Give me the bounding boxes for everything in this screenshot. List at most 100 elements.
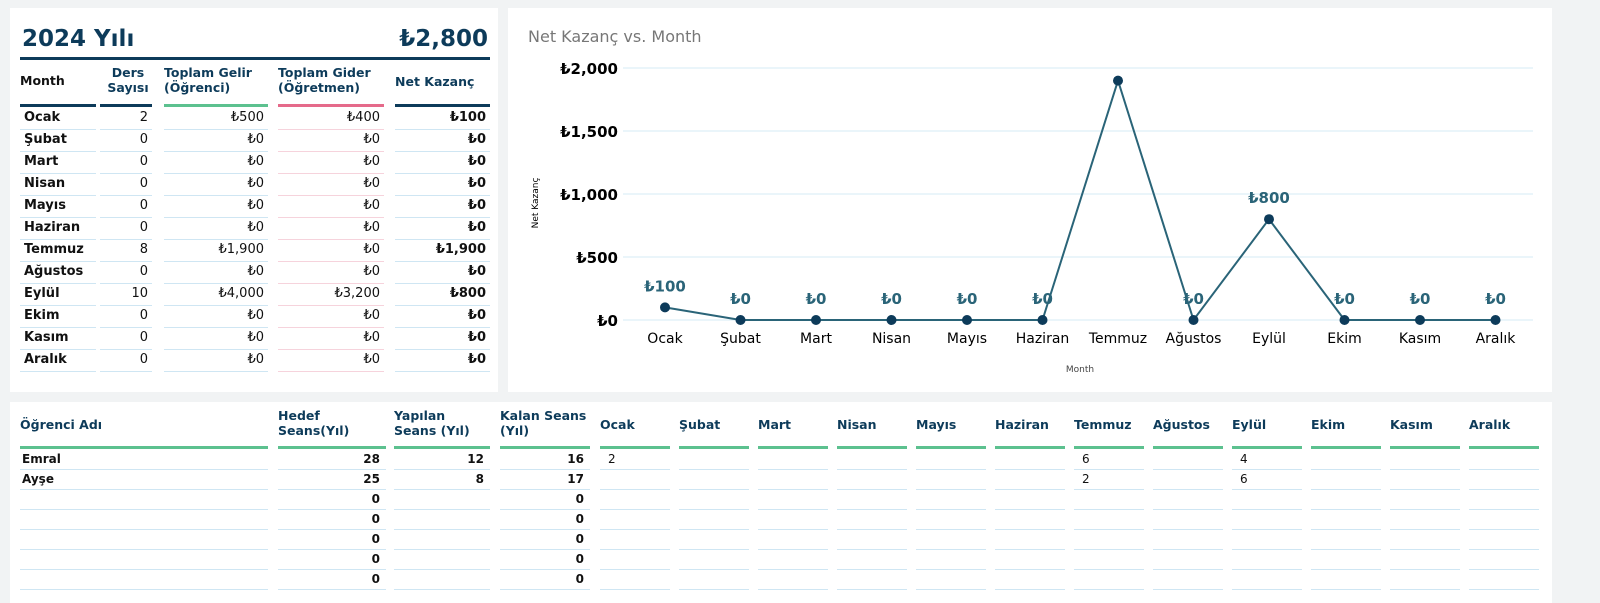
row-divider xyxy=(20,151,96,152)
summary-cell: 8 xyxy=(139,242,148,257)
row-divider xyxy=(758,509,828,510)
row-divider xyxy=(600,569,670,570)
summary-cell: Kasım xyxy=(24,330,69,345)
header-underline xyxy=(1469,446,1539,449)
row-divider xyxy=(20,489,268,490)
data-label: ₺0 xyxy=(730,290,751,308)
y-tick-label: ₺500 xyxy=(576,249,618,267)
student-cell: Emral xyxy=(22,452,61,466)
summary-cell: ₺0 xyxy=(247,308,264,323)
student-header-1: Hedef Seans(Yıl) xyxy=(278,408,350,438)
row-divider xyxy=(395,349,490,350)
student-cell: 0 xyxy=(371,572,380,586)
summary-cell: ₺0 xyxy=(363,198,380,213)
y-axis-label: Net Kazanç xyxy=(531,178,541,229)
row-divider xyxy=(758,589,828,590)
row-divider xyxy=(100,349,152,350)
row-divider xyxy=(600,549,670,550)
row-divider xyxy=(1074,469,1144,470)
student-header-6: Mart xyxy=(758,417,792,432)
summary-cell: ₺800 xyxy=(449,286,486,301)
data-label: ₺0 xyxy=(1032,290,1053,308)
row-divider xyxy=(837,569,907,570)
summary-cell: 0 xyxy=(139,198,148,213)
student-header-9: Haziran xyxy=(995,417,1049,432)
student-cell: 0 xyxy=(371,492,380,506)
row-divider xyxy=(1311,469,1381,470)
row-divider xyxy=(1232,549,1302,550)
summary-cell: 0 xyxy=(139,176,148,191)
summary-cell: ₺0 xyxy=(363,264,380,279)
student-cell: 0 xyxy=(575,512,584,526)
y-tick-label: ₺0 xyxy=(597,312,618,330)
row-divider xyxy=(278,261,384,262)
summary-cell: ₺0 xyxy=(467,352,486,367)
row-divider xyxy=(1469,529,1539,530)
header-underline xyxy=(837,446,907,449)
row-divider xyxy=(394,489,490,490)
y-tick-label: ₺2,000 xyxy=(560,60,618,78)
row-divider xyxy=(395,283,490,284)
data-point xyxy=(660,302,670,313)
row-divider xyxy=(679,469,749,470)
row-divider xyxy=(278,327,384,328)
row-divider xyxy=(916,549,986,550)
row-divider xyxy=(1469,509,1539,510)
row-divider xyxy=(100,327,152,328)
data-label: ₺0 xyxy=(881,290,902,308)
student-header-7: Nisan xyxy=(837,417,877,432)
row-divider xyxy=(395,327,490,328)
summary-cell: ₺4,000 xyxy=(218,286,265,301)
header-0: Month xyxy=(20,73,65,88)
row-divider xyxy=(395,217,490,218)
summary-cell: ₺0 xyxy=(363,154,380,169)
summary-cell: ₺0 xyxy=(467,132,486,147)
summary-cell: ₺0 xyxy=(467,154,486,169)
row-divider xyxy=(679,569,749,570)
year-title: 2024 Yılı xyxy=(22,26,135,52)
row-divider xyxy=(995,509,1065,510)
row-divider xyxy=(1311,569,1381,570)
row-divider xyxy=(164,261,268,262)
data-label: ₺0 xyxy=(957,290,978,308)
data-label: ₺0 xyxy=(1183,290,1204,308)
row-divider xyxy=(600,589,670,590)
header-underline xyxy=(758,446,828,449)
y-tick-label: ₺1,500 xyxy=(560,123,618,141)
header-underline xyxy=(395,104,490,107)
summary-cell: Temmuz xyxy=(24,242,84,257)
row-divider xyxy=(20,589,268,590)
row-divider xyxy=(916,569,986,570)
data-label: ₺0 xyxy=(1485,290,1506,308)
row-divider xyxy=(679,509,749,510)
row-divider xyxy=(1311,529,1381,530)
row-divider xyxy=(100,217,152,218)
summary-cell: 2 xyxy=(139,110,148,125)
row-divider xyxy=(278,371,384,372)
row-divider xyxy=(1153,569,1223,570)
data-label: ₺0 xyxy=(1334,290,1355,308)
summary-cell: 0 xyxy=(139,220,148,235)
summary-cell: ₺0 xyxy=(363,330,380,345)
student-cell: 25 xyxy=(363,472,380,486)
data-point xyxy=(1339,315,1350,325)
row-divider xyxy=(164,349,268,350)
student-cell: 0 xyxy=(575,552,584,566)
student-cell: 28 xyxy=(363,452,380,466)
row-divider xyxy=(500,529,590,530)
summary-cell: 0 xyxy=(139,352,148,367)
student-header-15: Aralık xyxy=(1469,417,1511,432)
row-divider xyxy=(1232,569,1302,570)
student-header-10: Temmuz xyxy=(1074,417,1132,432)
row-divider xyxy=(164,327,268,328)
summary-cell: ₺0 xyxy=(363,308,380,323)
row-divider xyxy=(20,195,96,196)
row-divider xyxy=(100,195,152,196)
row-divider xyxy=(1469,469,1539,470)
row-divider xyxy=(164,217,268,218)
row-divider xyxy=(1390,529,1460,530)
header-underline xyxy=(1390,446,1460,449)
summary-cell: 0 xyxy=(139,132,148,147)
row-divider xyxy=(100,261,152,262)
row-divider xyxy=(20,469,268,470)
